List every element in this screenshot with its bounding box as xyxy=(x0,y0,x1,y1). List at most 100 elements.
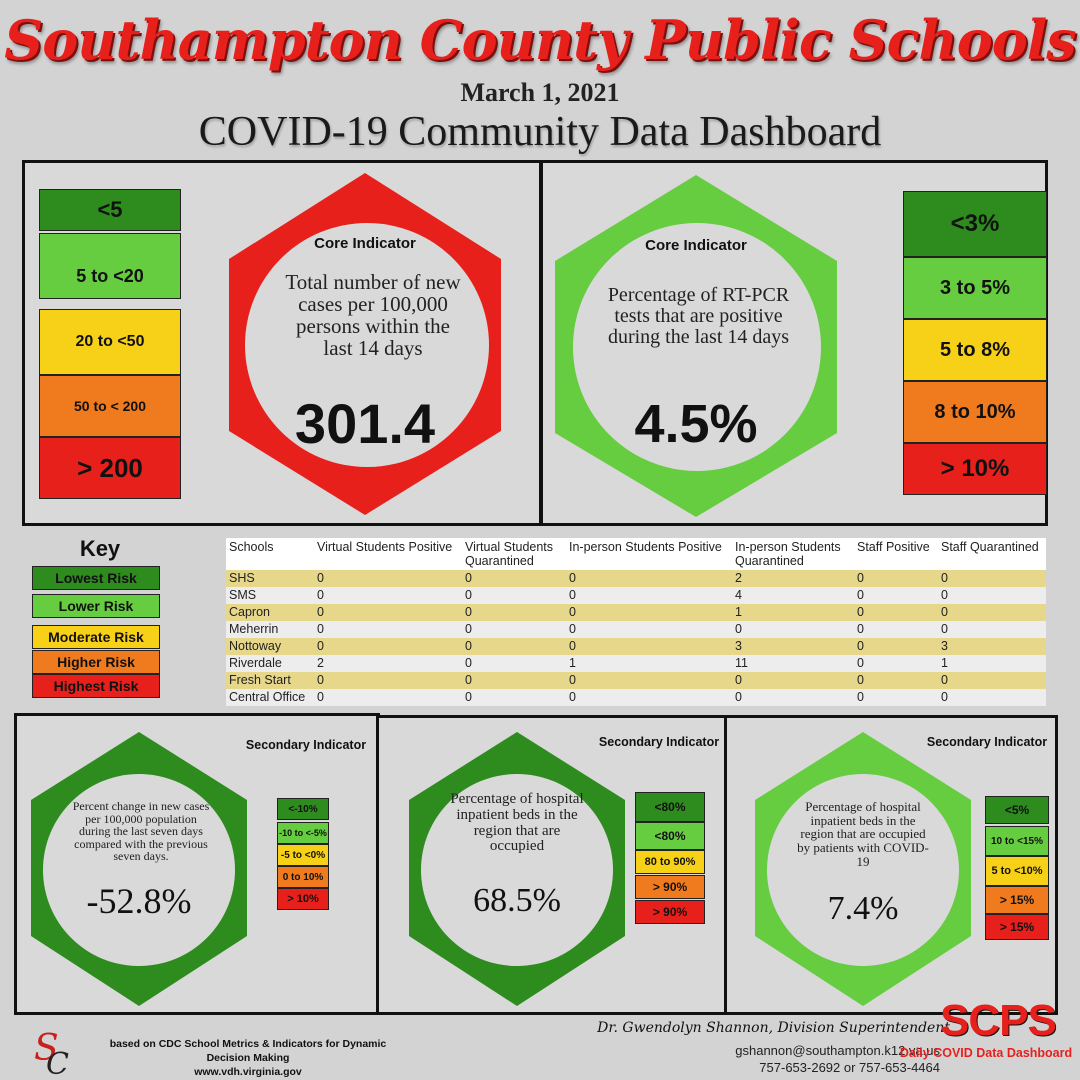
key-higher-risk: Higher Risk xyxy=(32,650,160,674)
count-cell: 0 xyxy=(854,621,938,638)
count-cell: 0 xyxy=(566,621,732,638)
report-date: March 1, 2021 xyxy=(460,78,620,107)
secondary-indicator-beds-panel: Secondary Indicator Percentage of hospit… xyxy=(376,715,728,1015)
count-cell: 0 xyxy=(938,570,1046,587)
count-cell: 0 xyxy=(938,587,1046,604)
svg-text:C: C xyxy=(46,1047,69,1078)
indicator-value: 301.4 xyxy=(294,392,436,455)
scale-label: 0 to 10% xyxy=(282,871,324,883)
count-cell: 0 xyxy=(566,689,732,706)
count-cell: 0 xyxy=(314,689,462,706)
core-indicator-cases-panel: <5 5 to <20 20 to <50 50 to < 200 > 200 … xyxy=(22,160,542,526)
count-cell: 0 xyxy=(314,672,462,689)
count-cell: 0 xyxy=(462,689,566,706)
scale-level-1: <80% xyxy=(635,792,705,822)
school-name-cell: Meherrin xyxy=(226,621,314,638)
count-cell: 1 xyxy=(938,655,1046,672)
column-header: Virtual Students Positive xyxy=(317,540,453,554)
scale-label: > 10% xyxy=(287,893,319,905)
contact-phones: 757-653-2692 or 757-653-4464 xyxy=(759,1060,940,1075)
school-cases-table: Schools Virtual Students Positive Virtua… xyxy=(226,538,1046,706)
count-cell: 0 xyxy=(462,621,566,638)
scale-label: <5% xyxy=(1004,803,1030,817)
scps-logo-subtitle: Daily COVID Data Dashboard xyxy=(899,1046,1073,1060)
count-cell: 0 xyxy=(938,621,1046,638)
scale-level-5: > 10% xyxy=(903,443,1047,495)
school-name-cell: Central Office xyxy=(226,689,314,706)
scale-label: 8 to 10% xyxy=(934,400,1016,423)
count-cell: 0 xyxy=(938,604,1046,621)
indicator-description: Total number of new cases per 100,000 pe… xyxy=(285,270,461,361)
scale-label: 20 to <50 xyxy=(75,333,145,350)
school-name-cell: Fresh Start xyxy=(226,672,314,689)
indicator-description: Percentage of hospital inpatient beds in… xyxy=(450,791,584,855)
column-header: In-person Students Quarantined xyxy=(735,540,841,568)
scale-level-2: 5 to <20 xyxy=(39,233,181,299)
count-cell: 3 xyxy=(732,638,854,655)
column-header: Virtual Students Quarantined xyxy=(465,540,554,568)
count-cell: 0 xyxy=(854,587,938,604)
scale-level-1: <-10% xyxy=(277,798,329,820)
scale-level-1: <5% xyxy=(985,796,1049,824)
indicator-hexagon: Percentage of hospital inpatient beds in… xyxy=(407,730,627,1010)
count-cell: 2 xyxy=(314,655,462,672)
table-row: Nottoway 0 0 0 3 0 3 xyxy=(226,638,1046,655)
school-name-cell: Nottoway xyxy=(226,638,314,655)
source-link[interactable]: www.vdh.virginia.gov xyxy=(194,1066,302,1078)
count-cell: 0 xyxy=(854,672,938,689)
indicator-circle xyxy=(767,774,959,966)
indicator-label: Secondary Indicator xyxy=(926,735,1048,749)
count-cell: 0 xyxy=(732,672,854,689)
count-cell: 3 xyxy=(938,638,1046,655)
count-cell: 0 xyxy=(938,672,1046,689)
indicator-value: -52.8% xyxy=(86,881,192,921)
table-row: SMS 0 0 0 4 0 0 xyxy=(226,587,1046,604)
count-cell: 0 xyxy=(566,570,732,587)
scale-label: <3% xyxy=(950,210,1000,237)
indicator-label: Secondary Indicator xyxy=(598,735,720,749)
scale-label: > 90% xyxy=(652,905,688,919)
scale-level-3: 80 to 90% xyxy=(635,850,705,874)
count-cell: 0 xyxy=(314,638,462,655)
scale-level-4: 50 to < 200 xyxy=(39,375,181,437)
count-cell: 0 xyxy=(854,655,938,672)
indicator-label: Core Indicator xyxy=(314,235,416,252)
count-cell: 0 xyxy=(732,621,854,638)
count-cell: 0 xyxy=(462,570,566,587)
count-cell: 0 xyxy=(462,604,566,621)
indicator-circle xyxy=(43,774,235,966)
column-header: Schools xyxy=(229,540,274,554)
column-header: Staff Positive xyxy=(857,540,930,554)
scps-logo: SCPS xyxy=(940,996,1057,1045)
table-header-row: Schools Virtual Students Positive Virtua… xyxy=(226,538,1046,570)
scale-level-2: <80% xyxy=(635,822,705,850)
school-name-cell: SMS xyxy=(226,587,314,604)
count-cell: 0 xyxy=(462,638,566,655)
contact-email[interactable]: gshannon@southampton.k12.va.us xyxy=(735,1043,940,1058)
scale-level-2: 10 to <15% xyxy=(985,826,1049,856)
count-cell: 0 xyxy=(938,689,1046,706)
count-cell: 0 xyxy=(854,638,938,655)
indicator-description: Percentage of hospital inpatient beds in… xyxy=(797,799,929,869)
count-cell: 0 xyxy=(462,655,566,672)
count-cell: 1 xyxy=(566,655,732,672)
count-cell: 0 xyxy=(854,689,938,706)
key-title: Key xyxy=(79,536,121,561)
scale-label: > 200 xyxy=(77,452,143,483)
count-cell: 0 xyxy=(462,587,566,604)
svg-text:S: S xyxy=(34,1028,59,1069)
table-row: Central Office 0 0 0 0 0 0 xyxy=(226,689,1046,706)
scale-label: -10 to <-5% xyxy=(279,828,327,838)
count-cell: 0 xyxy=(566,638,732,655)
count-cell: 0 xyxy=(566,672,732,689)
indicator-circle xyxy=(245,223,489,467)
scale-level-4: > 90% xyxy=(635,875,705,899)
scale-level-5: > 200 xyxy=(39,437,181,499)
indicator-value: 7.4% xyxy=(827,890,899,927)
scale-level-3: 5 to <10% xyxy=(985,856,1049,886)
count-cell: 2 xyxy=(732,570,854,587)
indicator-value: 4.5% xyxy=(634,394,758,454)
count-cell: 0 xyxy=(462,672,566,689)
indicator-hexagon: Core Indicator Percentage of RT-PCR test… xyxy=(551,171,841,521)
scale-label: 80 to 90% xyxy=(644,856,696,868)
